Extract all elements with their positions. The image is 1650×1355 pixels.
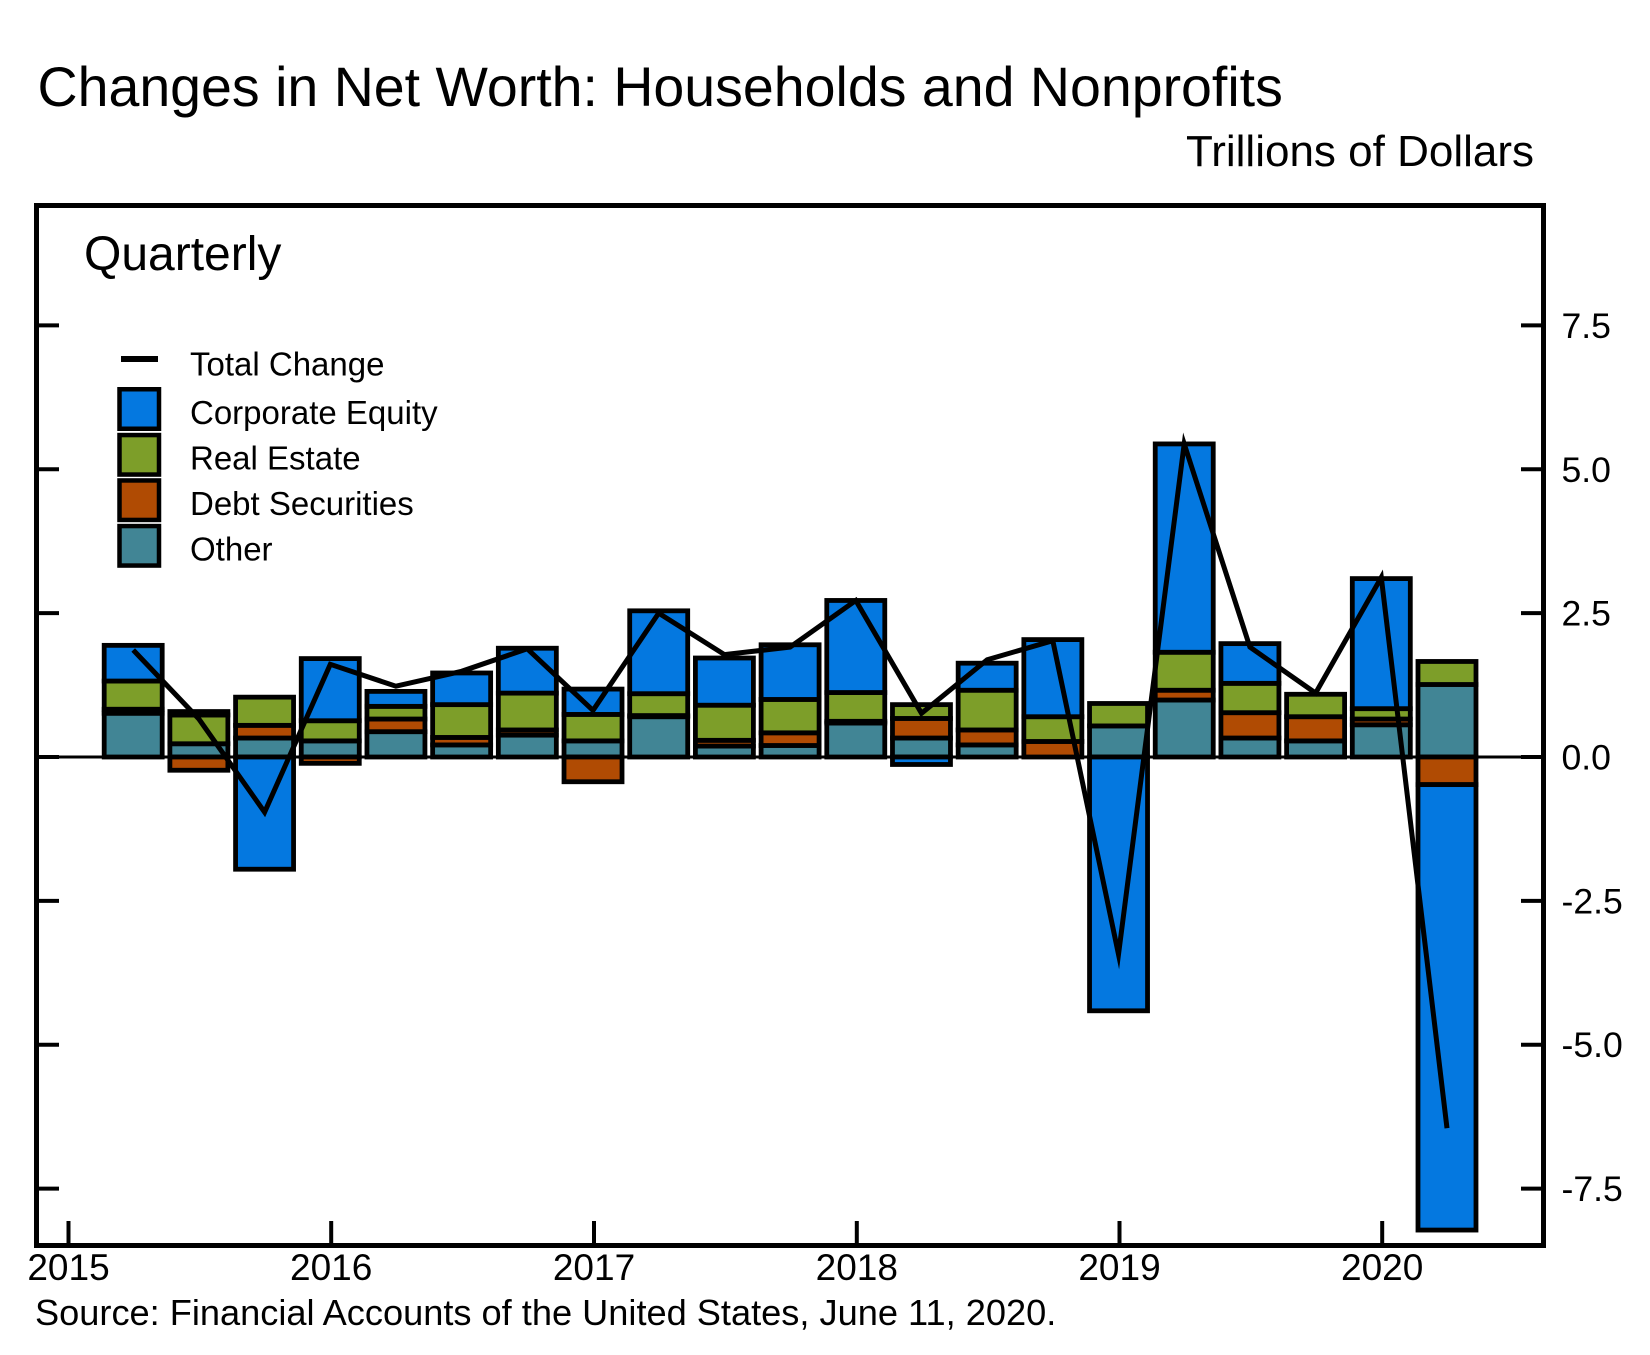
svg-text:5.0: 5.0 <box>1562 450 1611 490</box>
svg-text:-5.0: -5.0 <box>1562 1025 1623 1065</box>
svg-text:Corporate Equity: Corporate Equity <box>190 394 438 431</box>
svg-text:Total Change: Total Change <box>190 346 384 383</box>
svg-text:2018: 2018 <box>816 1247 898 1288</box>
svg-text:Debt Securities: Debt Securities <box>190 485 414 522</box>
svg-text:Real Estate: Real Estate <box>190 440 361 477</box>
svg-text:7.5: 7.5 <box>1562 306 1611 346</box>
svg-text:-2.5: -2.5 <box>1562 881 1623 921</box>
svg-text:2020: 2020 <box>1341 1247 1423 1288</box>
svg-text:Changes in Net Worth: Househol: Changes in Net Worth: Households and Non… <box>38 56 1283 118</box>
svg-text:Other: Other <box>190 531 273 568</box>
svg-text:2.5: 2.5 <box>1562 594 1611 634</box>
svg-text:2017: 2017 <box>553 1247 635 1288</box>
svg-text:Source: Financial Accounts of: Source: Financial Accounts of the United… <box>35 1292 1056 1333</box>
svg-text:0.0: 0.0 <box>1562 738 1611 778</box>
svg-text:Quarterly: Quarterly <box>84 228 281 281</box>
svg-text:-7.5: -7.5 <box>1562 1169 1623 1209</box>
svg-text:Trillions of Dollars: Trillions of Dollars <box>1186 127 1534 176</box>
svg-text:2019: 2019 <box>1078 1247 1160 1288</box>
svg-text:2016: 2016 <box>290 1247 372 1288</box>
svg-text:2015: 2015 <box>27 1247 109 1288</box>
